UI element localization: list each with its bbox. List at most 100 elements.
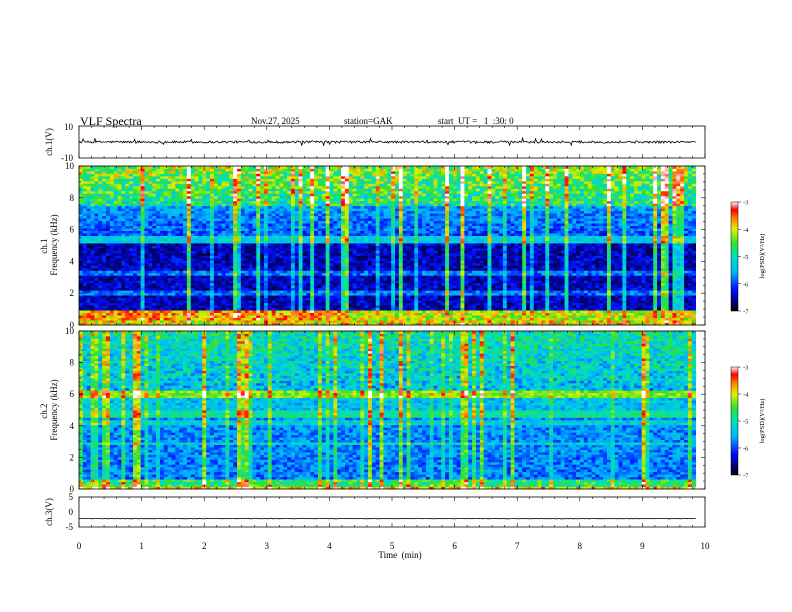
spectrogram-cell (503, 288, 507, 291)
spectrogram-cell (649, 253, 653, 256)
spectrogram-cell (252, 315, 256, 318)
spectrogram-cell (526, 313, 530, 316)
spectrogram-cell (545, 278, 549, 281)
spectrogram-cell (210, 280, 214, 283)
spectrogram-cell (684, 250, 688, 253)
spectrogram-cell (526, 273, 530, 276)
spectrogram-cell (488, 268, 492, 271)
spectrogram-cell (476, 285, 480, 288)
spectrogram-cell (356, 263, 360, 266)
spectrogram-cell (426, 270, 430, 273)
spectrogram-cell (148, 260, 152, 263)
spectrogram-cell (437, 273, 441, 276)
spectrogram-cell (449, 293, 453, 296)
spectrogram-cell (472, 293, 476, 296)
spectrogram-cell (349, 263, 353, 266)
spectrogram-cell (526, 258, 530, 261)
spectrogram-cell (79, 278, 83, 281)
spectrogram-cell (114, 275, 118, 278)
spectrogram-cell (364, 318, 368, 321)
spectrogram-cell (622, 310, 626, 313)
spectrogram-cell (418, 258, 422, 261)
spectrogram-cell (661, 285, 665, 288)
spectrogram-cell (295, 263, 299, 266)
spectrogram-cell (206, 288, 210, 291)
spectrogram-cell (426, 303, 430, 306)
spectrogram-cell (437, 318, 441, 321)
spectrogram-cell (191, 298, 195, 301)
spectrogram-cell (156, 265, 160, 268)
spectrogram-cell (214, 295, 218, 298)
spectrogram-cell (310, 305, 314, 308)
spectrogram-cell (110, 270, 114, 273)
spectrogram-cell (202, 315, 206, 318)
spectrogram-cell (156, 248, 160, 251)
spectrogram-cell (183, 270, 187, 273)
spectrogram-cell (549, 295, 553, 298)
spectrogram-cell (572, 298, 576, 301)
spectrogram-cell (372, 270, 376, 273)
spectrogram-cell (399, 303, 403, 306)
spectrogram-cell (349, 250, 353, 253)
spectrogram-cell (152, 268, 156, 271)
spectrogram-cell (580, 320, 584, 323)
spectrogram-cell (391, 255, 395, 258)
spectrogram-cell (676, 293, 680, 296)
spectrogram-cell (476, 298, 480, 301)
spectrogram-cell (160, 303, 164, 306)
spectrogram-cell (688, 265, 692, 268)
spectrogram-cell (249, 253, 253, 256)
spectrogram-cell (91, 255, 95, 258)
spectrogram-cell (125, 293, 129, 296)
spectrogram-cell (588, 250, 592, 253)
spectrogram-cell (183, 305, 187, 308)
spectrogram-cell (453, 303, 457, 306)
spectrogram-cell (522, 275, 526, 278)
spectrogram-cell (476, 293, 480, 296)
spectrogram-cell (148, 270, 152, 273)
spectrogram-cell (291, 285, 295, 288)
spectrogram-cell (638, 260, 642, 263)
spectrogram-cell (287, 250, 291, 253)
spectrogram-cell (441, 275, 445, 278)
spectrogram-cell (545, 285, 549, 288)
spectrogram-cell (491, 250, 495, 253)
spectrogram-cell (260, 283, 264, 286)
spectrogram-cell (642, 290, 646, 293)
spectrogram-cell (649, 293, 653, 296)
spectrogram-cell (495, 303, 499, 306)
spectrogram-cell (260, 278, 264, 281)
spectrogram-cell (141, 305, 145, 308)
spectrogram-cell (638, 318, 642, 321)
spectrogram-cell (407, 278, 411, 281)
spectrogram-cell (291, 270, 295, 273)
spectrogram-cell (129, 315, 133, 318)
spectrogram-cell (619, 313, 623, 316)
spectrogram-cell (472, 308, 476, 311)
spectrogram-cell (183, 248, 187, 251)
spectrogram-cell (291, 283, 295, 286)
spectrogram-cell (372, 283, 376, 286)
spectrogram-cell (175, 290, 179, 293)
spectrogram-cell (638, 303, 642, 306)
spectrogram-cell (260, 250, 264, 253)
spectrogram-cell (638, 295, 642, 298)
spectrogram-cell (133, 273, 137, 276)
spectrogram-cell (306, 308, 310, 311)
spectrogram-cell (518, 250, 522, 253)
spectrogram-cell (191, 308, 195, 311)
spectrogram-cell (676, 273, 680, 276)
spectrogram-cell (391, 315, 395, 318)
spectrogram-cell (283, 293, 287, 296)
spectrogram-cell (210, 308, 214, 311)
spectrogram-cell (526, 293, 530, 296)
spectrogram-cell (395, 258, 399, 261)
spectrogram-cell (595, 298, 599, 301)
spectrogram-cell (222, 308, 226, 311)
spectrogram-cell (272, 255, 276, 258)
spectrogram-cell (653, 283, 657, 286)
spectrogram-cell (445, 273, 449, 276)
spectrogram-cell (595, 285, 599, 288)
spectrogram-cell (137, 300, 141, 303)
spectrogram-cell (480, 303, 484, 306)
